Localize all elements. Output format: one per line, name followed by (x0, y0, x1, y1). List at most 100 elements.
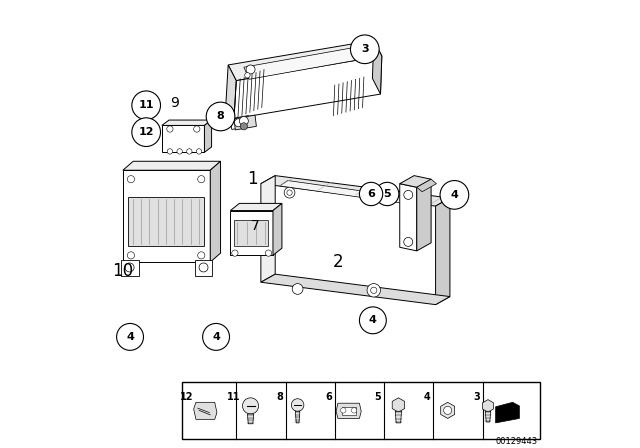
Polygon shape (204, 120, 212, 152)
Text: 8: 8 (276, 392, 283, 401)
Circle shape (125, 263, 134, 272)
Polygon shape (336, 403, 361, 418)
Polygon shape (400, 184, 417, 251)
Text: 4: 4 (126, 332, 134, 342)
Polygon shape (230, 116, 250, 129)
Circle shape (444, 406, 452, 414)
Polygon shape (396, 411, 401, 423)
Circle shape (199, 263, 208, 272)
Polygon shape (441, 402, 454, 418)
Polygon shape (123, 161, 221, 170)
Circle shape (232, 250, 238, 256)
Text: 1: 1 (248, 170, 258, 188)
Circle shape (404, 237, 413, 246)
Polygon shape (400, 176, 431, 187)
Circle shape (243, 398, 259, 414)
Polygon shape (230, 211, 273, 255)
Text: 5: 5 (374, 392, 381, 401)
Circle shape (203, 323, 230, 350)
Polygon shape (234, 220, 269, 246)
Text: 4: 4 (212, 332, 220, 342)
Text: 5: 5 (383, 189, 391, 199)
Text: 4: 4 (424, 392, 431, 401)
Polygon shape (372, 40, 382, 94)
Circle shape (198, 176, 205, 183)
Circle shape (167, 149, 173, 154)
Circle shape (194, 126, 200, 132)
Circle shape (244, 73, 250, 78)
Polygon shape (280, 181, 431, 206)
Circle shape (127, 176, 134, 183)
Text: 2: 2 (333, 253, 343, 271)
Circle shape (196, 149, 202, 154)
Text: 4: 4 (369, 315, 377, 325)
Circle shape (167, 126, 173, 132)
Circle shape (234, 119, 243, 127)
Circle shape (240, 123, 248, 130)
Polygon shape (226, 103, 235, 125)
Circle shape (246, 65, 255, 74)
Circle shape (440, 181, 468, 209)
Polygon shape (244, 45, 374, 79)
Text: 4: 4 (451, 190, 458, 200)
Polygon shape (436, 198, 450, 305)
Circle shape (361, 49, 366, 54)
Circle shape (187, 149, 192, 154)
Polygon shape (261, 176, 450, 206)
Bar (182, 382, 540, 439)
Polygon shape (261, 176, 275, 282)
Circle shape (360, 182, 383, 206)
Polygon shape (162, 120, 212, 125)
Polygon shape (261, 274, 450, 305)
Polygon shape (342, 407, 356, 415)
Text: 9: 9 (170, 96, 179, 110)
Text: 11: 11 (138, 100, 154, 110)
Circle shape (376, 182, 399, 206)
Circle shape (351, 408, 356, 413)
Polygon shape (392, 398, 404, 412)
Text: 12: 12 (180, 392, 193, 401)
Text: 00129443: 00129443 (495, 437, 538, 446)
Circle shape (116, 323, 143, 350)
Text: 10: 10 (112, 262, 134, 280)
Text: 7: 7 (251, 219, 259, 233)
Polygon shape (483, 400, 493, 412)
Circle shape (206, 102, 235, 131)
Circle shape (198, 252, 205, 259)
Polygon shape (195, 260, 212, 276)
Polygon shape (273, 203, 282, 255)
Polygon shape (417, 179, 431, 251)
Circle shape (266, 250, 271, 256)
Polygon shape (194, 402, 217, 419)
Text: 6: 6 (367, 189, 375, 199)
Text: 6: 6 (325, 392, 332, 401)
Circle shape (404, 190, 413, 199)
Circle shape (367, 284, 380, 297)
Text: 12: 12 (138, 127, 154, 137)
Circle shape (287, 190, 292, 195)
Polygon shape (162, 125, 204, 152)
Circle shape (360, 41, 369, 50)
Polygon shape (234, 115, 257, 130)
Circle shape (351, 35, 379, 64)
Text: 8: 8 (217, 112, 225, 121)
Polygon shape (228, 40, 382, 81)
Circle shape (340, 408, 346, 413)
Text: 3: 3 (361, 44, 369, 54)
Polygon shape (248, 414, 253, 424)
Circle shape (292, 284, 303, 294)
Circle shape (132, 118, 161, 146)
Polygon shape (296, 411, 300, 423)
Polygon shape (128, 197, 204, 246)
Circle shape (284, 187, 295, 198)
Polygon shape (230, 203, 282, 211)
Circle shape (360, 307, 387, 334)
Polygon shape (210, 161, 221, 262)
Circle shape (127, 252, 134, 259)
Circle shape (239, 116, 248, 125)
Text: 11: 11 (227, 392, 240, 401)
Circle shape (132, 91, 161, 120)
Polygon shape (123, 170, 210, 262)
Polygon shape (226, 65, 236, 119)
Polygon shape (417, 179, 436, 192)
